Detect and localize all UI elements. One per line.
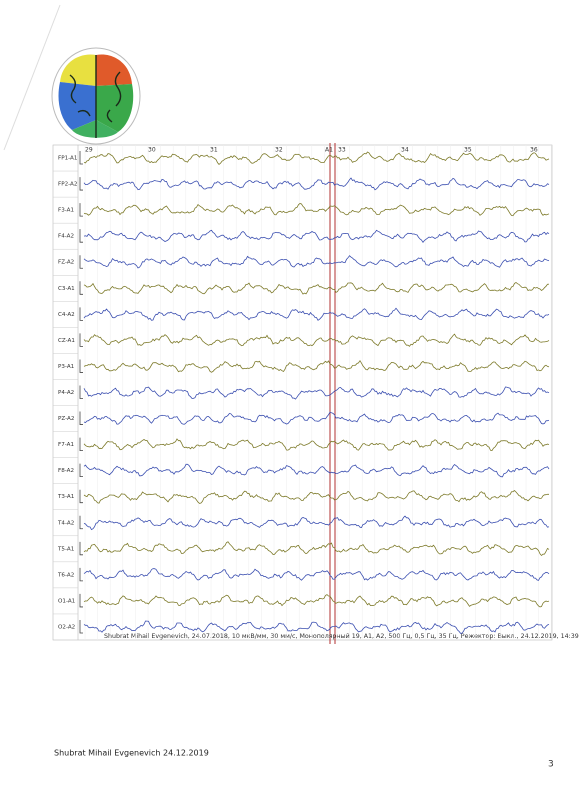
time-mark: 31 xyxy=(210,147,218,154)
calibration-mark xyxy=(79,463,83,478)
calibration-mark xyxy=(79,151,83,165)
channel-label: T6-A2 xyxy=(57,572,74,578)
channel-label: F8-A2 xyxy=(58,468,74,474)
calibration-mark xyxy=(79,359,83,373)
channel-label: O2-A2 xyxy=(58,624,75,630)
channel-label: FZ-A2 xyxy=(58,260,74,266)
calibration-mark xyxy=(79,333,83,347)
footer-signature: Shubrat Mihail Evgenevich 24.12.2019 xyxy=(54,749,209,758)
calibration-mark xyxy=(79,437,83,452)
calibration-mark xyxy=(79,567,83,582)
eeg-chart: Shubrat Mihail Evgenevich, 24.07.2018, 1… xyxy=(52,143,579,644)
eeg-trace xyxy=(83,255,550,269)
calibration-mark xyxy=(79,619,83,634)
eeg-trace xyxy=(83,333,550,347)
channel-label: P3-A1 xyxy=(58,364,75,370)
calibration-mark xyxy=(79,515,83,530)
eeg-trace xyxy=(83,411,550,425)
eeg-trace xyxy=(83,386,550,400)
calibration-mark xyxy=(79,541,83,556)
brain-lobe xyxy=(60,54,96,86)
calibration-mark xyxy=(79,203,83,217)
channel-label: F4-A2 xyxy=(58,234,74,240)
scan-artifact xyxy=(3,4,61,151)
time-mark: 29 xyxy=(85,147,93,154)
eeg-trace xyxy=(83,203,550,217)
time-mark: 33 xyxy=(338,147,346,154)
channel-label: F3-A1 xyxy=(58,208,74,214)
channel-label: T4-A2 xyxy=(57,520,74,526)
channel-label: T5-A1 xyxy=(57,546,75,552)
calibration-mark xyxy=(79,489,83,504)
eeg-trace xyxy=(83,489,549,504)
brain-lobe xyxy=(58,82,96,130)
channel-label: PZ-A2 xyxy=(58,416,74,422)
eeg-trace xyxy=(83,515,550,531)
time-mark: A1 xyxy=(325,147,333,154)
channel-label: C3-A1 xyxy=(58,286,75,292)
calibration-mark xyxy=(79,229,83,243)
time-mark: 32 xyxy=(275,147,283,154)
eeg-frame xyxy=(52,144,553,641)
eeg-trace xyxy=(83,282,550,295)
channel-label: F7-A1 xyxy=(58,442,74,448)
channel-label: FP1-A1 xyxy=(58,156,78,162)
channel-label: CZ-A1 xyxy=(58,338,75,344)
recording-info: Shubrat Mihail Evgenevich, 24.07.2018, 1… xyxy=(104,632,579,640)
brain-lobe xyxy=(96,84,134,132)
eeg-trace xyxy=(83,568,550,581)
eeg-trace xyxy=(83,359,550,373)
eeg-trace xyxy=(83,229,550,243)
time-mark: 34 xyxy=(401,147,409,154)
calibration-mark xyxy=(79,593,83,608)
eeg-trace xyxy=(83,177,550,191)
channel-label: P4-A2 xyxy=(58,390,74,396)
brain-folds xyxy=(69,55,122,138)
calibration-mark xyxy=(79,385,83,399)
time-mark: 36 xyxy=(530,147,538,154)
calibration-mark xyxy=(79,281,83,295)
brain-logo xyxy=(51,47,141,145)
channel-label: FP2-A2 xyxy=(58,182,77,188)
eeg-trace xyxy=(83,438,550,452)
time-mark: 35 xyxy=(464,147,472,154)
eeg-trace xyxy=(83,307,550,321)
brain-lobe xyxy=(96,54,132,86)
channel-label: O1-A1 xyxy=(58,598,76,604)
eeg-trace xyxy=(83,620,550,634)
time-mark: 30 xyxy=(148,147,156,154)
eeg-trace xyxy=(83,541,550,557)
calibration-mark xyxy=(79,307,83,321)
channel-label: C4-A2 xyxy=(58,312,75,318)
calibration-mark xyxy=(79,411,83,425)
calibration-mark xyxy=(79,255,83,269)
brain-lobe xyxy=(72,120,118,138)
page-number: 3 xyxy=(548,760,554,770)
eeg-trace xyxy=(83,594,550,608)
eeg-trace xyxy=(83,463,550,478)
eeg-trace xyxy=(83,151,550,165)
calibration-mark xyxy=(79,177,83,191)
channel-label: T3-A1 xyxy=(57,494,75,500)
